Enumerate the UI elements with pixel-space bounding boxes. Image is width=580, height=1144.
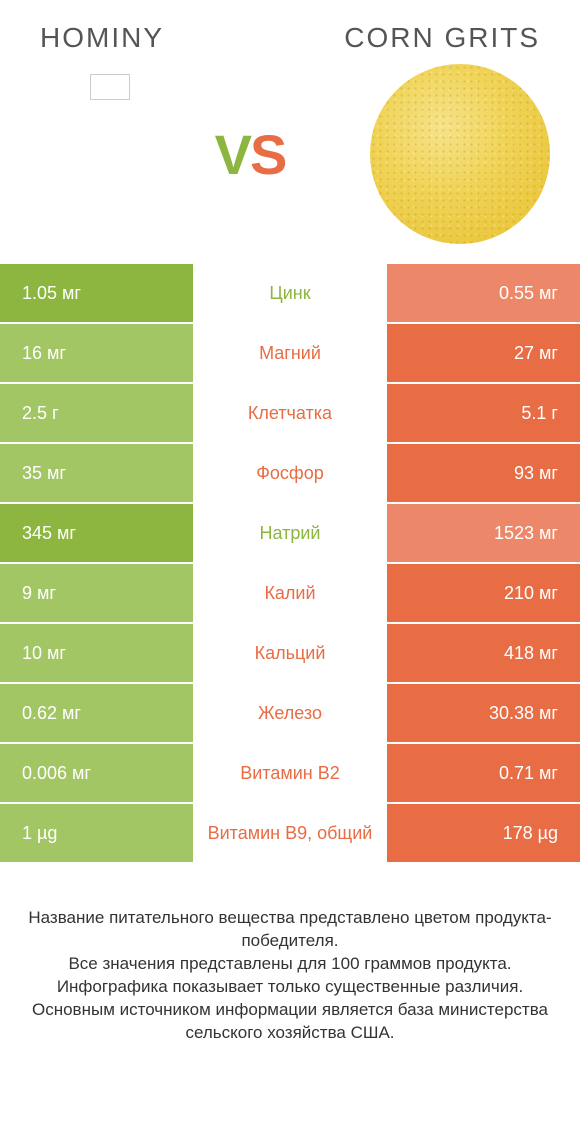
left-value: 1.05 мг	[0, 264, 193, 322]
table-row: 0.006 мгВитамин B20.71 мг	[0, 744, 580, 802]
nutrient-label: Калий	[193, 564, 386, 622]
right-value: 5.1 г	[387, 384, 580, 442]
nutrient-label: Натрий	[193, 504, 386, 562]
table-row: 10 мгКальций418 мг	[0, 624, 580, 682]
footer-line-3: Инфографика показывает только существенн…	[28, 976, 552, 999]
left-value: 345 мг	[0, 504, 193, 562]
nutrient-label: Клетчатка	[193, 384, 386, 442]
comparison-table: 1.05 мгЦинк0.55 мг16 мгМагний27 мг2.5 гК…	[0, 264, 580, 862]
nutrient-label: Кальций	[193, 624, 386, 682]
right-value: 30.38 мг	[387, 684, 580, 742]
table-row: 1.05 мгЦинк0.55 мг	[0, 264, 580, 322]
table-row: 0.62 мгЖелезо30.38 мг	[0, 684, 580, 742]
vs-v: V	[215, 122, 250, 187]
left-value: 1 µg	[0, 804, 193, 862]
right-value: 418 мг	[387, 624, 580, 682]
table-row: 9 мгКалий210 мг	[0, 564, 580, 622]
right-value: 0.55 мг	[387, 264, 580, 322]
nutrient-label: Витамин B9, общий	[193, 804, 386, 862]
footer-line-4: Основным источником информации является …	[28, 999, 552, 1045]
nutrient-label: Железо	[193, 684, 386, 742]
footer-notes: Название питательного вещества представл…	[0, 862, 580, 1045]
right-value: 27 мг	[387, 324, 580, 382]
header-right-title: Corn Grits	[344, 22, 540, 54]
left-value: 9 мг	[0, 564, 193, 622]
right-value: 1523 мг	[387, 504, 580, 562]
nutrient-label: Магний	[193, 324, 386, 382]
header: Hominy Corn Grits	[0, 0, 580, 64]
header-left-title: Hominy	[40, 22, 164, 54]
nutrient-label: Цинк	[193, 264, 386, 322]
table-row: 345 мгНатрий1523 мг	[0, 504, 580, 562]
vs-label: VS	[215, 122, 286, 187]
left-value: 0.62 мг	[0, 684, 193, 742]
table-row: 1 µgВитамин B9, общий178 µg	[0, 804, 580, 862]
nutrient-label: Фосфор	[193, 444, 386, 502]
right-value: 178 µg	[387, 804, 580, 862]
hominy-image-placeholder	[90, 74, 130, 100]
vs-s: S	[250, 122, 285, 187]
images-row: VS	[0, 64, 580, 264]
left-value: 2.5 г	[0, 384, 193, 442]
right-value: 0.71 мг	[387, 744, 580, 802]
left-value: 16 мг	[0, 324, 193, 382]
nutrient-label: Витамин B2	[193, 744, 386, 802]
right-value: 93 мг	[387, 444, 580, 502]
table-row: 16 мгМагний27 мг	[0, 324, 580, 382]
footer-line-2: Все значения представлены для 100 граммо…	[28, 953, 552, 976]
left-value: 10 мг	[0, 624, 193, 682]
table-row: 35 мгФосфор93 мг	[0, 444, 580, 502]
corn-grits-image	[370, 64, 550, 244]
right-value: 210 мг	[387, 564, 580, 622]
infographic-container: Hominy Corn Grits VS 1.05 мгЦинк0.55 мг1…	[0, 0, 580, 1144]
left-value: 35 мг	[0, 444, 193, 502]
table-row: 2.5 гКлетчатка5.1 г	[0, 384, 580, 442]
footer-line-1: Название питательного вещества представл…	[28, 907, 552, 953]
left-value: 0.006 мг	[0, 744, 193, 802]
